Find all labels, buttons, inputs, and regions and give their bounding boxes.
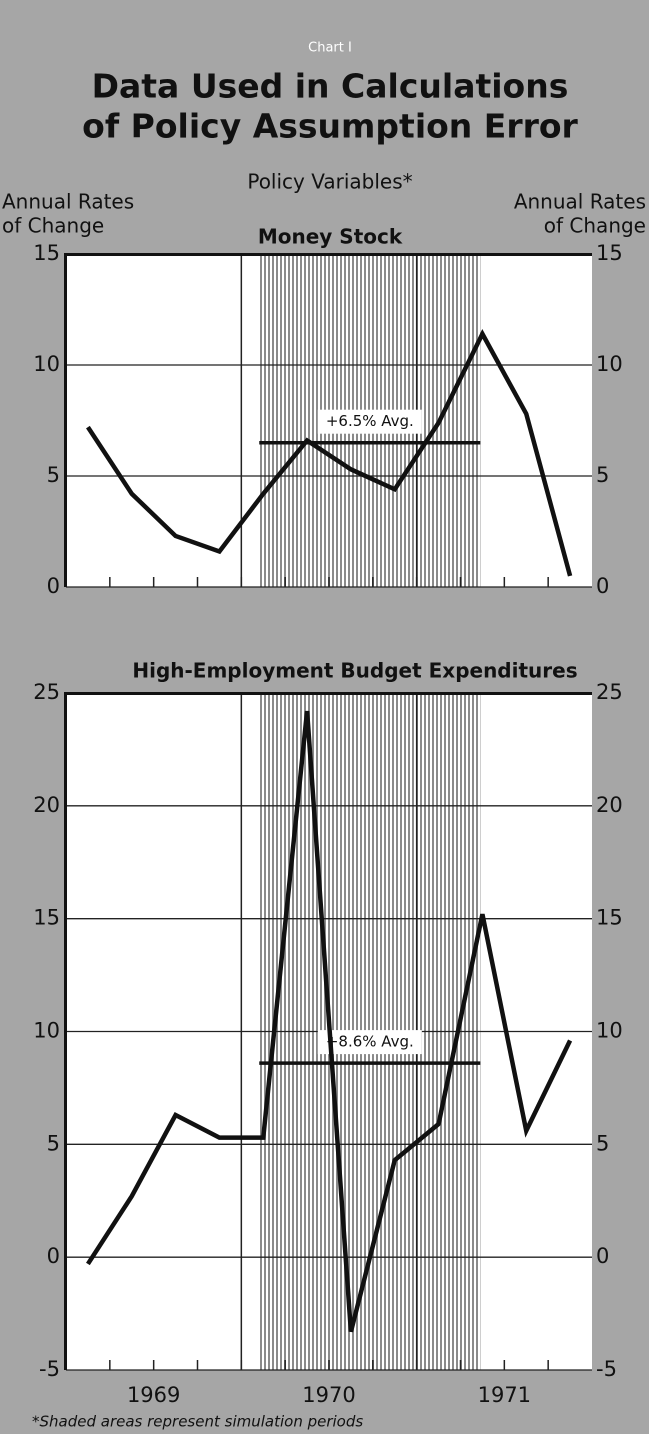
y2-tick-label: 15	[596, 241, 623, 265]
y-tick-label: 5	[47, 463, 60, 487]
y-tick-label: 10	[33, 352, 60, 376]
chart-label: Chart I	[308, 41, 352, 56]
chart-subtitle: Money Stock	[258, 225, 403, 249]
average-label-bg	[317, 409, 422, 434]
left-axis-label: Annual Rates	[2, 190, 134, 214]
chart-subtitle: High-Employment Budget Expenditures	[132, 659, 577, 683]
y2-tick-label: 5	[596, 463, 609, 487]
right-axis-label: of Change	[544, 214, 646, 238]
data-line	[86, 710, 573, 1333]
supertitle: Policy Variables*	[247, 170, 412, 194]
y-tick-label: 5	[47, 1131, 60, 1155]
y2-tick-label: 20	[596, 793, 623, 817]
year-label: 1970	[302, 1383, 355, 1407]
average-label: +6.5% Avg.	[326, 412, 414, 430]
y2-tick-label: 5	[596, 1131, 609, 1155]
y-tick-label: 15	[33, 241, 60, 265]
title: of Policy Assumption Error	[82, 107, 578, 146]
y2-tick-label: 10	[596, 352, 623, 376]
y-tick-label: 15	[33, 906, 60, 930]
y2-tick-label: 0	[596, 574, 609, 598]
y2-tick-label: 15	[596, 906, 623, 930]
plot-frame-left	[64, 254, 67, 587]
y2-tick-label: 10	[596, 1019, 623, 1043]
footnote: *Shaded areas represent simulation perio…	[32, 1413, 363, 1431]
y-tick-label: 0	[47, 574, 60, 598]
left-axis-label: of Change	[2, 214, 104, 238]
average-label-bg	[317, 1030, 422, 1055]
right-axis-label: Annual Rates	[514, 190, 646, 214]
y2-tick-label: 0	[596, 1244, 609, 1268]
average-label: +8.6% Avg.	[326, 1033, 414, 1051]
year-label: 1971	[478, 1383, 531, 1407]
y2-tick-label: -5	[596, 1357, 617, 1381]
y-tick-label: -5	[39, 1357, 60, 1381]
plot-frame-top	[64, 692, 592, 695]
y2-tick-label: 25	[596, 680, 623, 704]
y-tick-label: 0	[47, 1244, 60, 1268]
plot-frame-left	[64, 693, 67, 1370]
y-tick-label: 10	[33, 1019, 60, 1043]
year-label: 1969	[127, 1383, 180, 1407]
y-tick-label: 25	[33, 680, 60, 704]
title: Data Used in Calculations	[92, 67, 569, 106]
data-line	[86, 329, 573, 577]
y-tick-label: 20	[33, 793, 60, 817]
plot-frame-top	[64, 253, 592, 256]
